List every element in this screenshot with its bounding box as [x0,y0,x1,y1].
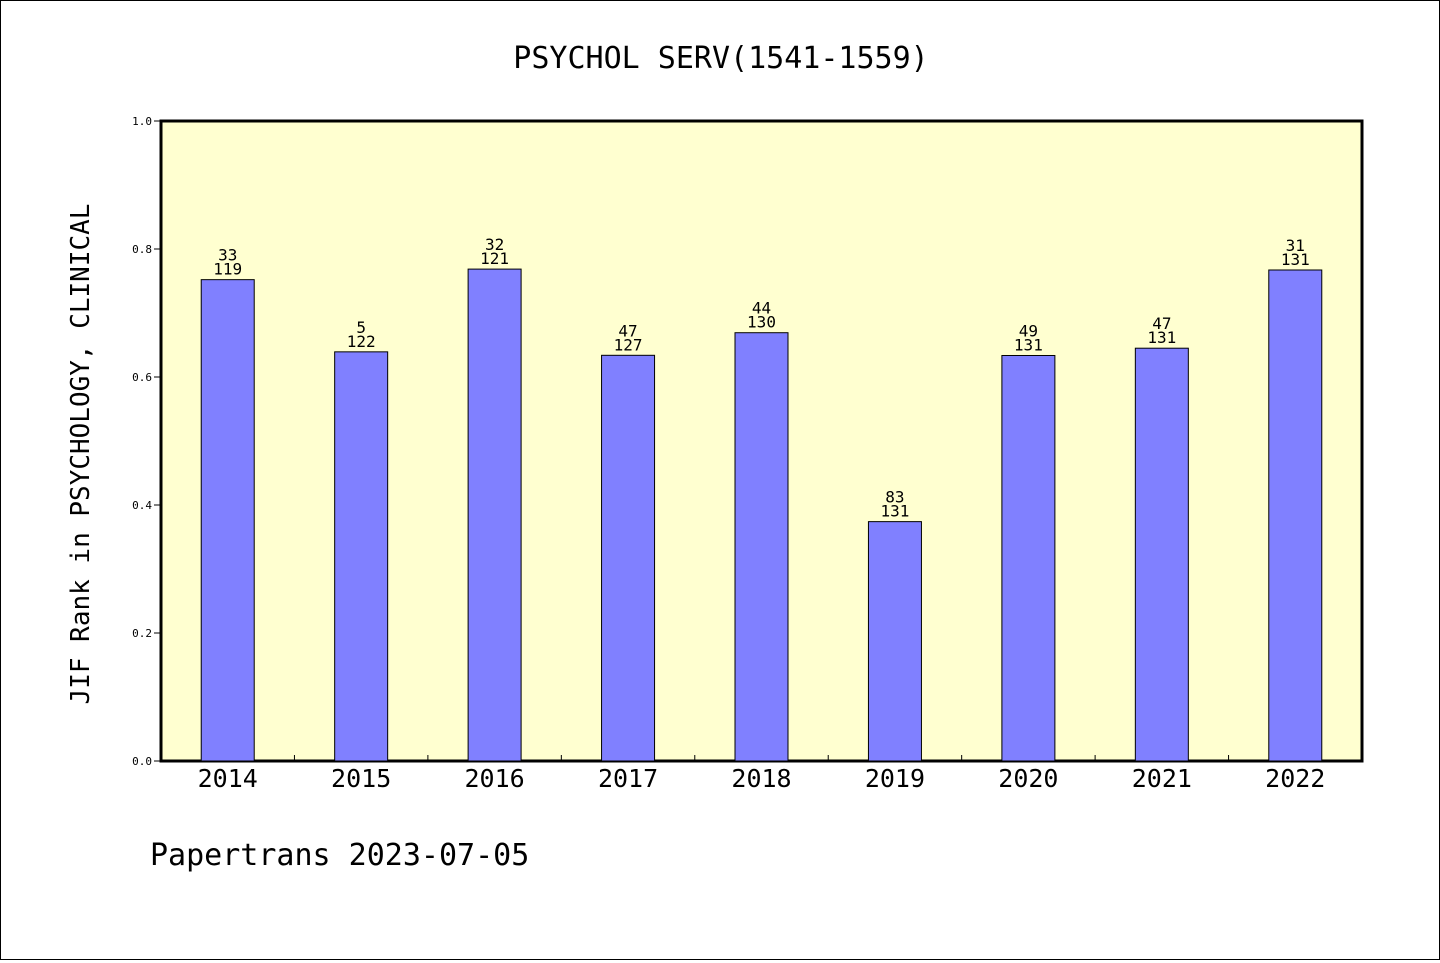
bars: 3311951223212147127441308313149131471313… [200,235,1323,762]
y-tick-label: 0.8 [132,243,152,256]
footer-text: Papertrans 2023-07-05 [150,838,529,873]
bar [200,279,255,762]
x-tick-label: 2019 [865,764,925,793]
x-tick-label: 2014 [198,764,258,793]
bar [334,351,389,762]
bar-rank-label: 32 [485,235,504,254]
bar-total-label: 131 [1014,335,1043,354]
bar [601,354,656,762]
bar [1001,354,1056,762]
x-tick-label: 2021 [1132,764,1192,793]
bar-total-label: 131 [1147,328,1176,347]
bar [867,521,922,762]
bar-total-label: 127 [614,335,643,354]
y-tick-label: 0.0 [132,755,152,768]
x-tick-label: 2022 [1265,764,1325,793]
bar-rank-label: 31 [1286,236,1305,255]
bar [1268,269,1323,762]
bar-total-label: 121 [480,249,509,268]
bar-rank-label: 44 [752,299,771,318]
y-axis: 0.0 0.2 0.4 0.6 0.8 1.0 [132,115,161,768]
bar-rank-label: 83 [885,488,904,507]
y-tick-label: 0.2 [132,627,152,640]
bar-total-label: 122 [347,332,376,351]
x-axis: 2014 2015 2016 2017 2018 2019 2020 2021 2022 [198,755,1325,793]
bar-total-label: 130 [747,313,776,332]
bar-rank-label: 47 [1152,314,1171,333]
bar-rank-label: 47 [618,321,637,340]
y-tick-label: 1.0 [132,115,152,128]
bar-rank-label: 5 [356,318,366,337]
x-tick-label: 2015 [331,764,391,793]
bar-rank-label: 49 [1019,321,1038,340]
x-tick-label: 2016 [465,764,525,793]
y-tick-label: 0.6 [132,371,152,384]
bar-total-label: 131 [1281,250,1310,269]
bar-total-label: 131 [880,502,909,521]
bar [1134,347,1189,762]
bar [467,268,522,762]
bar [734,332,789,762]
bar-total-label: 119 [213,260,242,279]
x-tick-label: 2017 [598,764,658,793]
bar-rank-label: 33 [218,246,237,265]
chart-title: PSYCHOL SERV(1541-1559) [513,41,928,76]
y-tick-label: 0.4 [132,499,152,512]
x-tick-label: 2020 [998,764,1058,793]
x-tick-label: 2018 [731,764,791,793]
y-axis-label: JIF Rank in PSYCHOLOGY, CLINICAL [66,204,96,705]
